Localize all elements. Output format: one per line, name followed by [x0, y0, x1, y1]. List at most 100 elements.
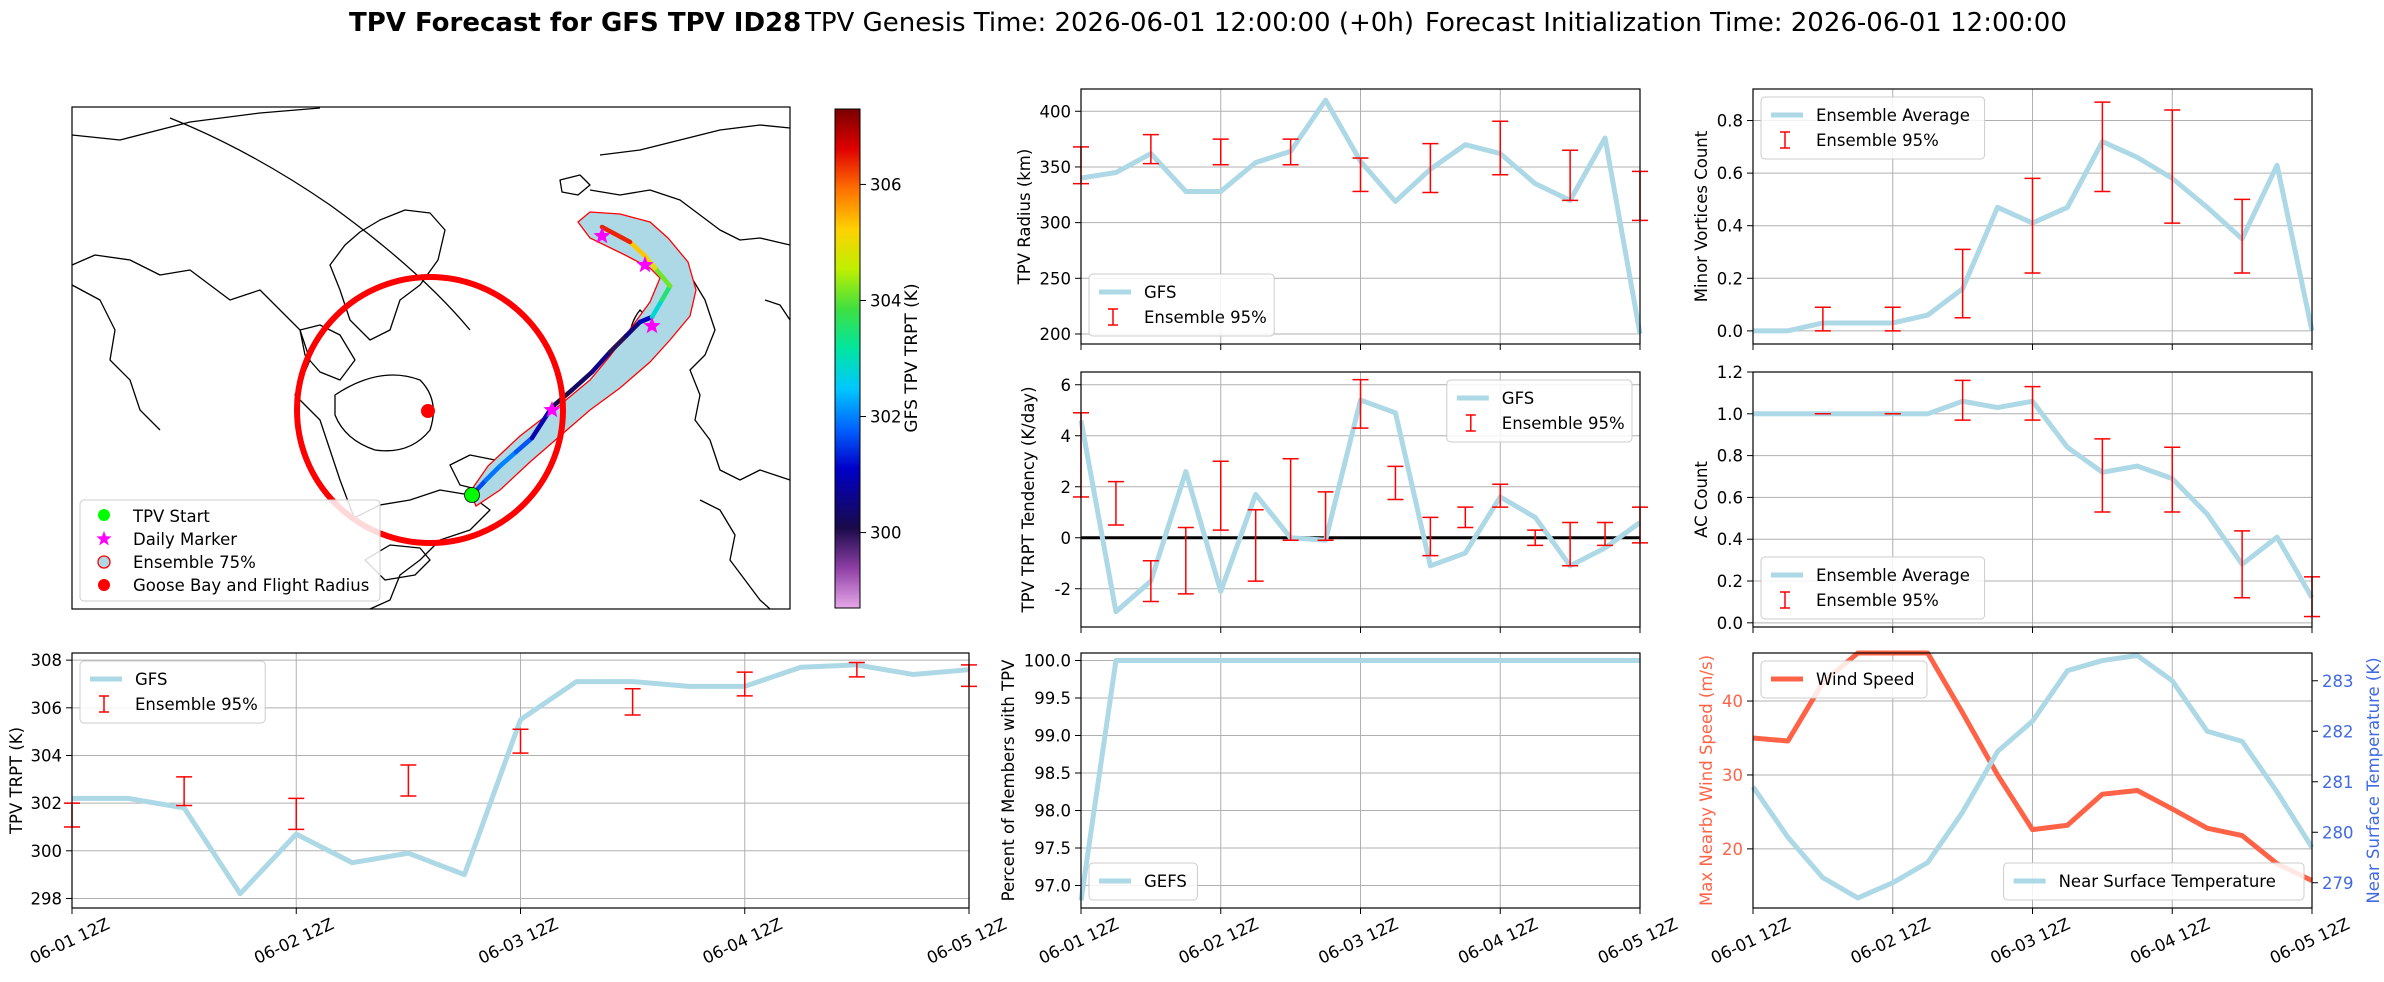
- green-dot-icon: [98, 509, 110, 521]
- figure-title-genesis: TPV Genesis Time: 2026-06-01 12:00:00 (+…: [804, 8, 1414, 38]
- y-tick-label: 0.4: [1717, 217, 1743, 236]
- y-tick-label: 0.6: [1717, 488, 1743, 507]
- axes-frame: [1080, 88, 1641, 345]
- x-tick-label: 06-04 12Z: [1455, 914, 1541, 967]
- y-axis-label: Percent of Members with TPV: [999, 659, 1018, 901]
- x-tick-label: 06-02 12Z: [1848, 914, 1934, 967]
- y-tick-label: 6: [1061, 376, 1072, 395]
- x-tick-label: 06-02 12Z: [251, 914, 337, 967]
- legend-label: GFS: [1502, 389, 1534, 408]
- legend-label: Ensemble 95%: [1816, 591, 1939, 610]
- y-tick-label: 0.2: [1717, 269, 1743, 288]
- x-tick-label: 06-03 12Z: [1987, 914, 2073, 967]
- magenta-star-icon: [96, 531, 112, 546]
- legend-box: [79, 660, 266, 724]
- y-tick-label: 2: [1061, 478, 1072, 497]
- legend: Wind Speed: [1760, 660, 1928, 699]
- axes-frame: [1752, 652, 2313, 909]
- y-tick-label: 4: [1061, 427, 1072, 446]
- map-legend-label: Goose Bay and Flight Radius: [133, 576, 369, 595]
- colorbar-tick-label: 306: [870, 175, 902, 194]
- figure-title-init: Forecast Initialization Time: 2026-06-01…: [1425, 8, 2067, 38]
- tpv-start-dot: [464, 487, 480, 503]
- legend-box: [1760, 556, 1986, 620]
- axes-frame: [1080, 371, 1641, 628]
- x-tick-label: 06-01 12Z: [27, 914, 113, 967]
- y-tick-label: -2: [1055, 580, 1071, 599]
- track-segment: [483, 463, 503, 483]
- axes-frame: [71, 652, 970, 909]
- y-tick-label: 298: [31, 889, 63, 908]
- y-tick-label: 0.4: [1717, 530, 1743, 549]
- legend-label: Ensemble Average: [1816, 106, 1970, 125]
- y-right-tick-label: 282: [2322, 722, 2354, 741]
- colorbar-tick-label: 302: [870, 408, 902, 427]
- y-tick-label: 0.0: [1717, 614, 1743, 633]
- y-tick-label: 300: [31, 842, 63, 861]
- y-axis-label: Minor Vortices Count: [1692, 130, 1711, 302]
- y-tick-label: 98.5: [1034, 764, 1071, 783]
- y-tick-label: 250: [1040, 269, 1072, 288]
- y-tick-label: 1.2: [1717, 363, 1743, 382]
- legend-box: [1760, 96, 1986, 160]
- x-tick-label: 06-04 12Z: [2127, 914, 2213, 967]
- legend: Ensemble Average Ensemble 95%: [1760, 96, 1986, 160]
- legend-label: Wind Speed: [1816, 670, 1914, 689]
- legend-box: [1446, 379, 1633, 443]
- legend: GFS Ensemble 95%: [79, 660, 266, 724]
- track-segment: [513, 435, 535, 455]
- x-tick-label: 06-03 12Z: [1315, 914, 1401, 967]
- chart-trpt: 298 300 302 304 306 308 06-01 12Z 06-02 12Z 06-0…: [7, 651, 1009, 968]
- chart-ac: 0.0 0.2 0.4 0.6 0.8 1.0 1.2 AC Count Ensemble Av…: [1692, 363, 2320, 633]
- map-legend-label: TPV Start: [132, 507, 210, 526]
- y-tick-label: 0.8: [1717, 112, 1743, 131]
- y-tick-label: 20: [1722, 840, 1743, 859]
- y-tick-label: 100.0: [1024, 652, 1071, 671]
- legend-label: GFS: [135, 670, 167, 689]
- colorbar-tick-label: 304: [870, 291, 902, 310]
- series-line: [1750, 653, 2315, 901]
- track-segment: [569, 369, 595, 393]
- chart-tendency: -2 0 2 4 6 TPV TRPT Tendency (K/day) GFS Ensemb…: [1019, 371, 1648, 633]
- map-legend-box: [79, 499, 381, 602]
- chart-members: 97.0 97.5 98.0 98.5 99.0 99.5 100.0 06-01 12Z 06…: [999, 652, 1680, 968]
- legend-label: GEFS: [1144, 872, 1187, 891]
- y-tick-label: 98.0: [1034, 802, 1071, 821]
- daily-marker-star: [593, 227, 611, 244]
- y-tick-label: 300: [1040, 214, 1072, 233]
- legend-box: [1088, 273, 1275, 337]
- series-line: [72, 662, 970, 897]
- legend-label: Ensemble 95%: [1502, 414, 1625, 433]
- x-tick-label: 06-05 12Z: [924, 914, 1010, 967]
- y-axis-label: TPV Radius (km): [1015, 149, 1034, 286]
- track-segment: [607, 333, 629, 355]
- y-tick-label: 0.6: [1717, 164, 1743, 183]
- legend: Ensemble Average Ensemble 95%: [1760, 556, 1986, 620]
- y-right-tick-label: 283: [2322, 672, 2354, 691]
- y-right-axis-label: Near Surface Temperature (K): [2364, 657, 2383, 903]
- colorbar: 300 302 304 306 GFS TPV TRPT (K): [834, 108, 922, 609]
- legend: GEFS: [1088, 862, 1198, 901]
- y-tick-label: 350: [1040, 158, 1072, 177]
- figure-title-bold: TPV Forecast for GFS TPV ID28: [349, 8, 801, 38]
- x-tick-label: 06-01 12Z: [1036, 914, 1122, 967]
- legend: GFS Ensemble 95%: [1446, 379, 1633, 443]
- track-segment: [497, 449, 519, 469]
- y-axis-label: TPV TRPT Tendency (K/day): [1019, 386, 1038, 613]
- y-axis-label: Max Nearby Wind Speed (m/s): [1697, 655, 1716, 906]
- y-tick-label: 30: [1722, 766, 1743, 785]
- track-segment: [652, 265, 673, 289]
- axes-frame: [1752, 88, 2313, 345]
- daily-marker-star: [643, 317, 661, 334]
- y-tick-label: 0.8: [1717, 447, 1743, 466]
- colorbar-tick-label: 300: [870, 524, 902, 543]
- map-panel: TPV Start Daily Marker Ensemble 75% Goos…: [71, 106, 791, 610]
- track-segment: [649, 297, 665, 320]
- chart-radius: 200 250 300 350 400 TPV Radius (km) GFS Ensembl…: [1015, 88, 1648, 350]
- chart-wind_temp: 20 30 40 06-01 12Z 06-02 12Z 06-03 12Z 06-04 1…: [1697, 650, 2383, 968]
- goose-bay-radius-circle: [294, 274, 566, 546]
- y-tick-label: 99.0: [1034, 727, 1071, 746]
- red-dot-icon: [98, 579, 110, 591]
- y-tick-label: 304: [31, 746, 63, 765]
